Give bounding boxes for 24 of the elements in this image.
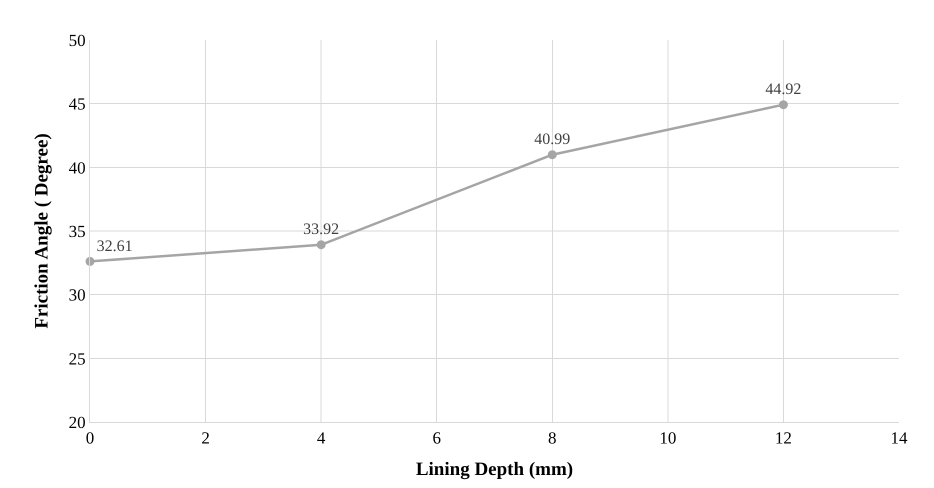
y-tick-label: 20: [68, 412, 86, 432]
x-tick-label: 4: [316, 428, 326, 448]
point: [778, 100, 788, 110]
x-tick-label: 2: [201, 428, 210, 448]
y-tick-label: 50: [68, 30, 86, 50]
y-tick-label: 40: [68, 158, 86, 178]
x-tick-label: 0: [86, 428, 94, 448]
point: [316, 240, 326, 250]
x-tick-label: 6: [432, 428, 441, 448]
x-tick-label: 14: [890, 428, 908, 448]
data-label: 33.92: [303, 221, 340, 238]
y-tick-label: 25: [68, 349, 86, 368]
y-axis-title: Friction Angle ( Degree): [31, 133, 52, 329]
y-tick-label: 45: [68, 94, 86, 114]
data-label: 32.61: [96, 238, 133, 255]
x-tick-label: 10: [659, 428, 676, 448]
y-tick-label: 30: [68, 286, 86, 305]
y-tick-label: 35: [68, 222, 86, 241]
point: [548, 150, 557, 160]
data-label: 40.99: [534, 131, 570, 148]
x-axis-title: Lining Depth (mm): [416, 459, 574, 480]
data-label: 44.92: [765, 81, 802, 98]
x-tick-label: 8: [548, 428, 557, 448]
x-tick-label: 12: [774, 428, 792, 448]
